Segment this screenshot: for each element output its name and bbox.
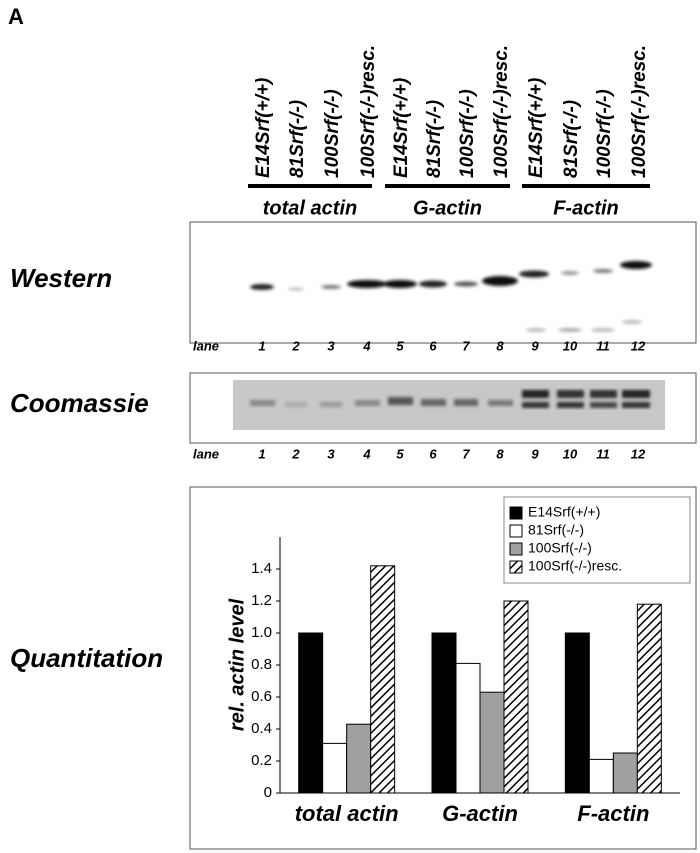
y-tick-label: 0.4 (251, 720, 272, 737)
lane-title: E14Srf(+/+) (253, 78, 274, 178)
lane-number: 1 (258, 446, 265, 461)
lane-number: 4 (362, 446, 371, 461)
lane-title: 81Srf(-/-) (287, 100, 308, 178)
lane-title: 100Srf(-/-) (322, 89, 343, 178)
lane-title: 100Srf(-/-) (457, 89, 478, 178)
row-label: Quantitation (10, 643, 163, 673)
chart-box (189, 486, 697, 850)
lane-number: 9 (531, 446, 539, 461)
lane-row: lane 1 2 3 4 5 6 7 8 9 10 11 12 (193, 446, 646, 461)
western-bands (250, 261, 652, 332)
lane-label: lane (193, 446, 219, 461)
lane-number: 12 (631, 338, 646, 353)
legend-label: 100Srf(-/-)resc. (528, 558, 622, 574)
bar (431, 632, 457, 794)
group-bar (248, 184, 372, 188)
x-tick-label: F-actin (577, 801, 649, 826)
lane-number: 12 (631, 446, 646, 461)
y-axis-label: rel. actin level (226, 598, 248, 731)
lane-number: 3 (327, 446, 335, 461)
lane-number: 5 (396, 338, 404, 353)
lane-number: 4 (362, 338, 371, 353)
legend-label: 81Srf(-/-) (528, 522, 584, 538)
legend-swatch (509, 506, 523, 520)
lane-number: 5 (396, 446, 404, 461)
panel-label: A (8, 4, 24, 29)
y-tick-label: 0 (264, 784, 272, 801)
lane-number: 10 (563, 446, 578, 461)
lane-title: 100Srf(-/-)resc. (358, 45, 379, 178)
lane-title: 81Srf(-/-) (424, 100, 445, 178)
y-tick-label: 0.2 (251, 752, 272, 769)
bar (346, 723, 372, 794)
y-tick-label: 1.4 (251, 560, 272, 577)
legend-swatch (509, 560, 523, 574)
lane-number: 2 (291, 338, 300, 353)
bar (503, 600, 529, 794)
lane-title: 81Srf(-/-) (561, 100, 582, 178)
lane-number: 11 (596, 338, 610, 353)
bar (322, 742, 348, 794)
y-tick-label: 0.8 (251, 656, 272, 673)
bar (455, 662, 481, 794)
lane-title: E14Srf(+/+) (391, 78, 412, 178)
legend-swatch (509, 542, 523, 556)
lane-title: 100Srf(-/-)resc. (491, 45, 512, 178)
chart: 0 0.2 0.4 0.6 0.8 1.0 1.2 1.4 rel. actin level to… (226, 496, 691, 826)
legend-box (503, 496, 691, 584)
lane-number: 7 (462, 446, 470, 461)
group-bar (385, 184, 510, 188)
legend-label: E14Srf(+/+) (528, 504, 600, 520)
lane-number: 6 (429, 338, 437, 353)
group-label: G-actin (413, 197, 482, 219)
bar (298, 632, 324, 794)
y-tick-label: 0.6 (251, 688, 272, 705)
x-tick-label: G-actin (442, 801, 518, 826)
lane-title: 100Srf(-/-) (594, 89, 615, 178)
x-tick-label: total actin (295, 801, 399, 826)
group-bar (522, 184, 650, 188)
lane-number: 2 (291, 446, 300, 461)
lane-number: 6 (429, 446, 437, 461)
group-label: F-actin (553, 197, 619, 219)
y-tick-label: 1.0 (251, 624, 272, 641)
lane-number: 9 (531, 338, 539, 353)
legend-swatch (509, 524, 523, 538)
group-label: total actin (263, 197, 357, 219)
lane-row: lane 1 2 3 4 5 6 7 8 9 10 11 12 (193, 338, 646, 353)
lane-titles: E14Srf(+/+) 81Srf(-/-) 100Srf(-/-) 100Srf(-… (253, 45, 650, 178)
lane-title: E14Srf(+/+) (526, 78, 547, 178)
coomassie-box (189, 372, 697, 444)
bar (612, 752, 638, 794)
lane-number: 8 (496, 338, 504, 353)
lane-number: 10 (563, 338, 578, 353)
lane-number: 11 (596, 446, 610, 461)
western-box (189, 221, 697, 344)
row-label: Coomassie (10, 388, 149, 418)
lane-number: 3 (327, 338, 335, 353)
bar (564, 632, 590, 794)
lane-number: 1 (258, 338, 265, 353)
legend-label: 100Srf(-/-) (528, 540, 592, 556)
lane-number: 8 (496, 446, 504, 461)
bar (588, 758, 614, 794)
coomassie-bands (250, 390, 650, 408)
bar (636, 603, 662, 794)
row-label: Western (10, 263, 112, 293)
y-tick-label: 1.2 (251, 592, 272, 609)
bar (479, 691, 505, 794)
bar (370, 565, 396, 794)
lane-label: lane (193, 338, 219, 353)
lane-number: 7 (462, 338, 470, 353)
lane-title: 100Srf(-/-)resc. (629, 45, 650, 178)
group-headers: total actin G-actin F-actin (248, 184, 650, 219)
